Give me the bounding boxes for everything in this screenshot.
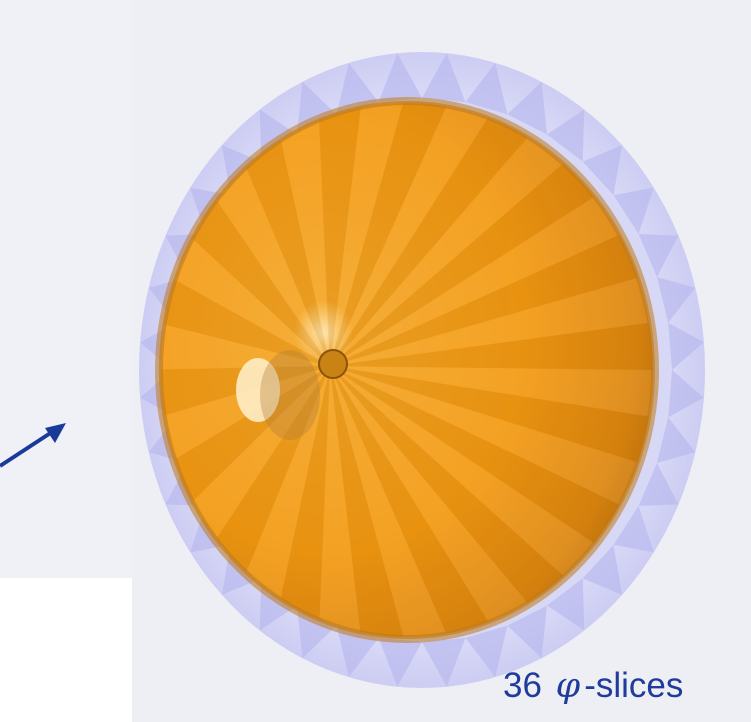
- cone-slice: [330, 366, 653, 466]
- shell-spike: [656, 276, 696, 323]
- left-panel: [0, 0, 132, 578]
- shell-spike: [613, 506, 654, 553]
- cone-slice: [330, 366, 605, 585]
- shell-spike: [638, 463, 679, 506]
- shell-spike: [582, 145, 623, 196]
- cone-slice: [330, 229, 650, 366]
- cone-slice: [330, 366, 537, 634]
- shell-spike: [547, 578, 585, 631]
- cone-slice: [318, 103, 363, 366]
- cone-slice: [183, 189, 330, 366]
- cone-slice: [330, 366, 452, 637]
- cone-body: [155, 97, 659, 643]
- shell-spike: [465, 625, 508, 678]
- shell-spike: [547, 109, 585, 162]
- slices-caption: 36 φ -slices: [503, 666, 683, 706]
- cone-slice: [240, 366, 330, 613]
- shell-spike: [507, 605, 547, 659]
- cone-slice: [209, 155, 330, 366]
- cone-slice: [330, 321, 653, 370]
- cone-slice: [330, 274, 653, 366]
- cone-slice: [240, 127, 330, 366]
- cone-slice: [330, 103, 407, 366]
- cone-slice: [183, 366, 330, 551]
- cone-slice: [330, 127, 574, 366]
- cone-slice: [330, 366, 496, 637]
- cone-slice: [161, 321, 330, 370]
- shell-spike: [668, 370, 704, 418]
- shell-spike: [422, 637, 466, 687]
- cone-slice: [164, 229, 330, 366]
- bottom-panel: [0, 578, 132, 722]
- cone-slice: [330, 366, 650, 511]
- cone-slice: [161, 366, 330, 466]
- cone-slice: [330, 103, 496, 366]
- shell-spike: [378, 53, 422, 103]
- slices-count: 36: [503, 666, 542, 705]
- cone-slice: [330, 103, 452, 366]
- cone-slice: [330, 106, 537, 366]
- phi-symbol: φ: [555, 666, 581, 706]
- shell-spike: [656, 417, 696, 464]
- cone-slice: [164, 366, 330, 511]
- shell-spike: [582, 544, 623, 595]
- shell-spike: [668, 322, 704, 370]
- cone-slice: [277, 366, 330, 634]
- arrow-right-icon: [0, 423, 66, 468]
- cone-slice: [209, 366, 330, 585]
- shell-spike: [613, 187, 654, 234]
- cone-slice: [330, 189, 631, 366]
- shell-spike: [378, 637, 422, 687]
- slices-suffix: -slices: [584, 666, 684, 705]
- shell-spike: [465, 62, 508, 115]
- cone-slice: [330, 366, 631, 551]
- shell-spike: [507, 81, 547, 135]
- cone-slice: [330, 155, 605, 366]
- shell-spike: [638, 234, 679, 277]
- cone-slice: [330, 366, 574, 613]
- cone-slice: [330, 366, 653, 419]
- cone-slice: [330, 366, 407, 637]
- shell-spike: [422, 53, 466, 103]
- cone-slice: [318, 366, 363, 637]
- cone-slice: [161, 274, 330, 366]
- cone-slice: [277, 106, 330, 366]
